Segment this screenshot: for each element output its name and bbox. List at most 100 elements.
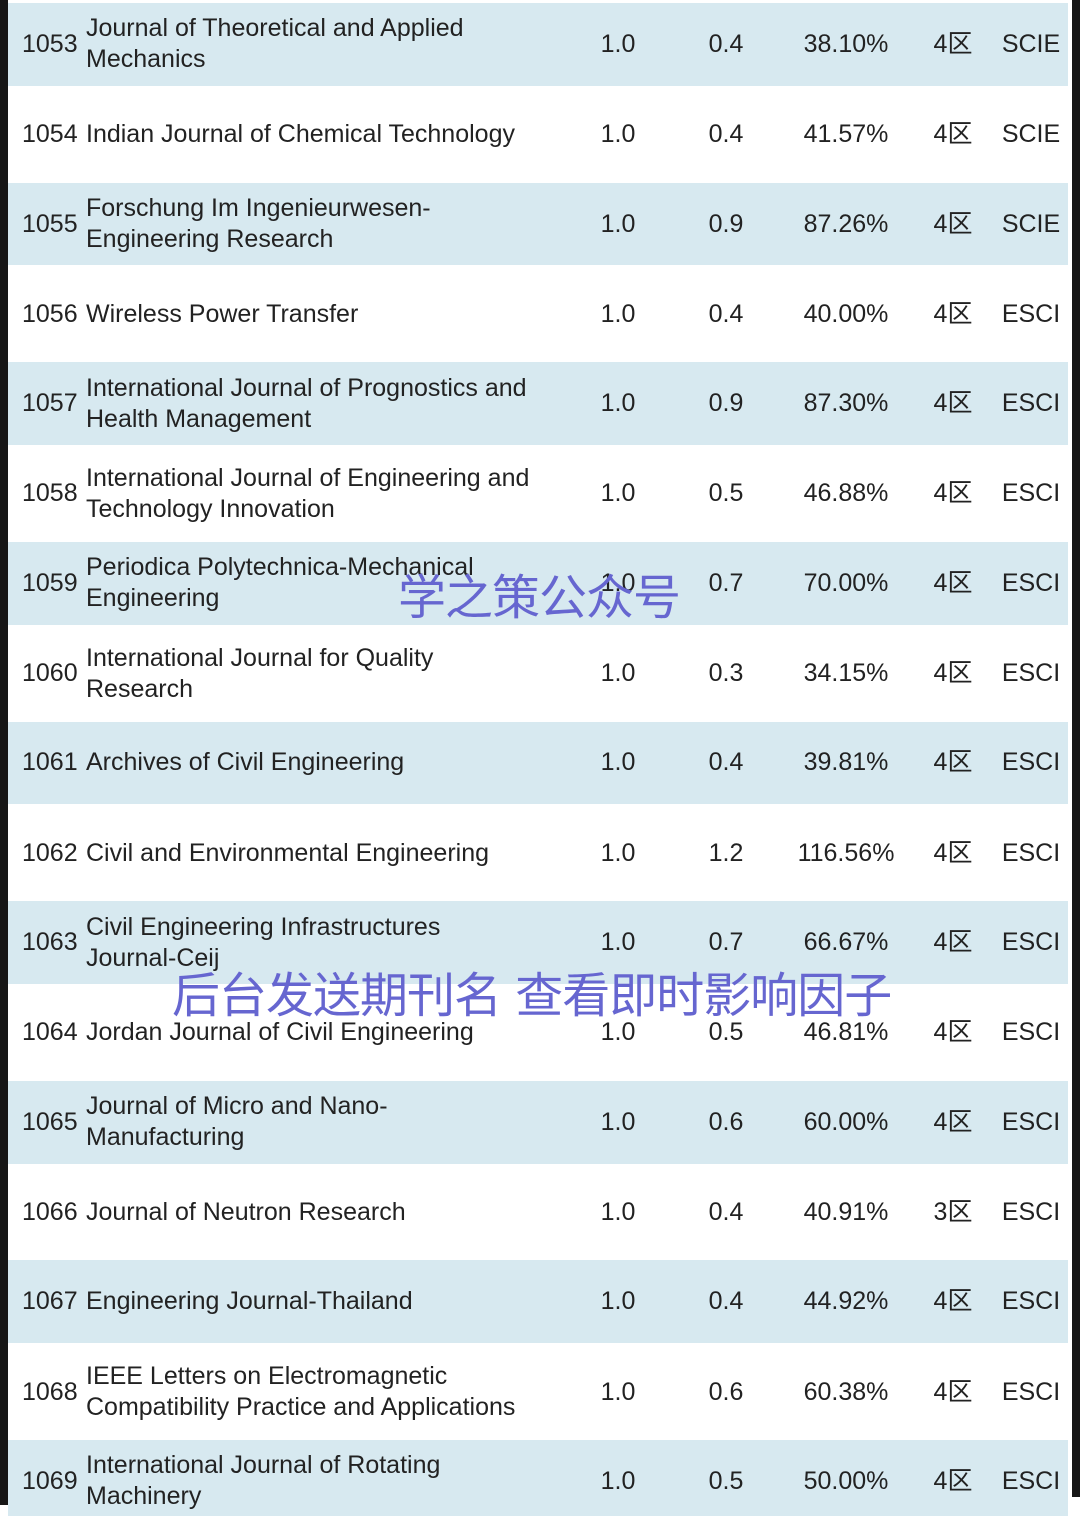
row-rank: 1064 — [22, 1018, 78, 1047]
row-rank: 1060 — [22, 659, 78, 688]
metric-value-2: 0.5 — [708, 1466, 744, 1495]
journal-name: Journal of Neutron Research — [86, 1197, 406, 1226]
table-row: 1063 Civil Engineering Infrastructures Jo… — [8, 898, 1068, 988]
citation-percentage: 46.88% — [803, 479, 889, 508]
metric-value-2: 0.4 — [708, 299, 744, 328]
row-rank: 1065 — [22, 1107, 78, 1136]
citation-percentage: 87.30% — [803, 389, 889, 418]
table-row: 1059 Periodica Polytechnica-Mechanical En… — [8, 538, 1068, 629]
journal-name: Wireless Power Transfer — [86, 299, 359, 328]
zone-badge: 4区 — [933, 659, 973, 688]
zone-badge: 4区 — [933, 568, 973, 597]
row-rank: 1057 — [22, 389, 78, 418]
zone-badge: 4区 — [933, 1377, 973, 1406]
metric-value-2: 0.4 — [708, 1197, 744, 1226]
zone-badge: 4区 — [933, 389, 973, 418]
metric-value-1: 1.0 — [600, 389, 636, 418]
zone-badge: 3区 — [933, 1197, 973, 1226]
row-rank: 1068 — [22, 1377, 78, 1406]
metric-value-1: 1.0 — [600, 479, 636, 508]
citation-percentage: 46.81% — [803, 1018, 889, 1047]
citation-percentage: 40.00% — [803, 299, 889, 328]
citation-percentage: 87.26% — [803, 209, 889, 238]
metric-value-1: 1.0 — [600, 299, 636, 328]
journal-name: International Journal of Rotating Machin… — [86, 1451, 441, 1511]
table-row: 1065 Journal of Micro and Nano- Manufactu… — [8, 1077, 1068, 1168]
zone-badge: 4区 — [933, 479, 973, 508]
metric-value-1: 1.0 — [600, 1466, 636, 1495]
table-row: 1060 International Journal for Quality Re… — [8, 628, 1068, 719]
citation-percentage: 60.38% — [803, 1377, 889, 1406]
metric-value-1: 1.0 — [600, 659, 636, 688]
zone-badge: 4区 — [933, 1466, 973, 1495]
bottom-margin — [0, 1516, 1080, 1527]
citation-percentage: 38.10% — [803, 29, 889, 58]
index-category: SCIE — [1001, 209, 1061, 238]
citation-percentage: 41.57% — [803, 120, 889, 149]
metric-value-1: 1.0 — [600, 748, 636, 777]
index-category: ESCI — [1001, 1018, 1061, 1047]
journal-name: Indian Journal of Chemical Technology — [86, 120, 515, 149]
index-category: ESCI — [1001, 1197, 1061, 1226]
index-category: ESCI — [1001, 1287, 1061, 1316]
journal-name: Jordan Journal of Civil Engineering — [86, 1018, 474, 1047]
row-rank: 1054 — [22, 120, 78, 149]
zone-badge: 4区 — [933, 748, 973, 777]
citation-percentage: 44.92% — [803, 1287, 889, 1316]
table-row: 1061 Archives of Civil Engineering 1.0 0.4 3… — [8, 718, 1068, 809]
table-row: 1057 International Journal of Prognostics… — [8, 359, 1068, 450]
metric-value-2: 0.9 — [708, 389, 744, 418]
zone-badge: 4区 — [933, 928, 973, 957]
metric-value-1: 1.0 — [600, 1018, 636, 1047]
metric-value-2: 0.4 — [708, 120, 744, 149]
left-border-bar — [0, 0, 8, 1505]
metric-value-2: 0.6 — [708, 1107, 744, 1136]
journal-name: Periodica Polytechnica-Mechanical Engine… — [86, 553, 474, 613]
metric-value-1: 1.0 — [600, 1287, 636, 1316]
metric-value-1: 1.0 — [600, 209, 636, 238]
table-row: 1068 IEEE Letters on Electromagnetic Comp… — [8, 1347, 1068, 1437]
metric-value-1: 1.0 — [600, 928, 636, 957]
index-category: ESCI — [1001, 928, 1061, 957]
zone-badge: 4区 — [933, 1287, 973, 1316]
index-category: ESCI — [1001, 748, 1061, 777]
journal-name: International Journal of Engineering and… — [86, 463, 530, 523]
row-rank: 1058 — [22, 479, 78, 508]
journal-name: Journal of Micro and Nano- Manufacturing — [86, 1092, 388, 1152]
metric-value-2: 0.4 — [708, 748, 744, 777]
row-rank: 1067 — [22, 1287, 78, 1316]
zone-badge: 4区 — [933, 838, 973, 867]
journal-name: International Journal for Quality Resear… — [86, 643, 434, 703]
table-row: 1054 Indian Journal of Chemical Technolog… — [8, 89, 1068, 180]
journal-name: International Journal of Prognostics and… — [86, 373, 527, 433]
row-rank: 1059 — [22, 568, 78, 597]
table-row: 1067 Engineering Journal-Thailand 1.0 0.4 44… — [8, 1257, 1068, 1348]
metric-value-1: 1.0 — [600, 838, 636, 867]
metric-value-2: 0.4 — [708, 1287, 744, 1316]
table-row: 1058 International Journal of Engineering… — [8, 449, 1068, 539]
index-category: ESCI — [1001, 479, 1061, 508]
zone-badge: 4区 — [933, 209, 973, 238]
citation-percentage: 60.00% — [803, 1107, 889, 1136]
citation-percentage: 39.81% — [803, 748, 889, 777]
index-category: ESCI — [1001, 1377, 1061, 1406]
zone-badge: 4区 — [933, 120, 973, 149]
table-row: 1053 Journal of Theoretical and Applied M… — [8, 0, 1068, 90]
metric-value-2: 0.7 — [708, 928, 744, 957]
metric-value-2: 0.4 — [708, 29, 744, 58]
metric-value-1: 1.0 — [600, 29, 636, 58]
metric-value-2: 0.5 — [708, 479, 744, 508]
citation-percentage: 70.00% — [803, 568, 889, 597]
index-category: ESCI — [1001, 838, 1061, 867]
metric-value-2: 1.2 — [708, 838, 744, 867]
row-rank: 1061 — [22, 748, 78, 777]
index-category: ESCI — [1001, 299, 1061, 328]
journal-table: 1053 Journal of Theoretical and Applied M… — [8, 0, 1068, 1527]
index-category: ESCI — [1001, 659, 1061, 688]
citation-percentage: 50.00% — [803, 1466, 889, 1495]
metric-value-1: 1.0 — [600, 1107, 636, 1136]
row-rank: 1066 — [22, 1197, 78, 1226]
journal-name: Archives of Civil Engineering — [86, 748, 405, 777]
journal-name: Forschung Im Ingenieurwesen- Engineering… — [86, 194, 431, 254]
